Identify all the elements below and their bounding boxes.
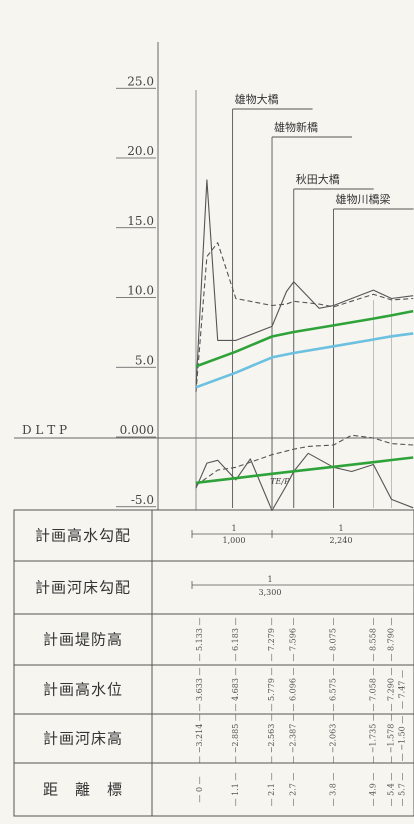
datum-label: D L T P <box>22 423 67 437</box>
table-cell-value: — −1.578 — <box>386 713 395 764</box>
table-cell-value: — 6.183 — <box>231 618 240 662</box>
table-cell-value: — 3.633 — <box>195 668 204 712</box>
table-cell-value: — 7.058 — <box>368 668 377 712</box>
table-cell-value: — −3.214 — <box>195 713 204 764</box>
slope-numerator: 1 <box>338 524 343 533</box>
table-cell-value: — 5.133 — <box>195 618 204 662</box>
table-row-label: 距 離 標 <box>43 781 123 799</box>
table-cell-value: — 0 — <box>195 776 204 802</box>
table-cell-value: — 5.4 — <box>386 773 395 807</box>
y-tick-label: 0.000 <box>120 423 154 437</box>
series-bed_deepest <box>195 452 414 512</box>
table-cell-value: — −1.735 — <box>368 713 377 764</box>
table-row-label: 計画河床勾配 <box>35 579 131 597</box>
axis-labels: 25.0 20.0 15.0 10.0 5.0 0.000 -5.0 D L T P <box>22 74 156 508</box>
table-cell-value: — 7.47 — <box>397 670 406 709</box>
table-cell-value: — 4.9 — <box>368 773 377 807</box>
table-cell-value: — 4.683 — <box>231 668 240 712</box>
y-tick-label: 10.0 <box>127 284 154 298</box>
bed-annotation: TE/P <box>270 477 290 486</box>
table-cell-value: — 8.790 — <box>386 618 395 662</box>
table-cell-value: — 7.290 — <box>386 668 395 712</box>
axes-layer <box>14 42 414 510</box>
series-planned_hwl <box>195 332 414 389</box>
y-tick-label: 25.0 <box>127 74 154 88</box>
table-cell-value: — 7.596 — <box>289 618 298 662</box>
profile-lines: TE/P <box>195 179 414 512</box>
table-cell-value: — −2.387 — <box>289 713 298 764</box>
table-row-label: 計画高水勾配 <box>35 527 131 545</box>
bridge-label: 秋田大橋 <box>296 172 340 186</box>
table-cell-value: — −2.563 — <box>267 713 276 764</box>
table-cell-value: — 8.075 — <box>329 618 338 662</box>
y-tick-label: 15.0 <box>127 214 154 228</box>
table-row-label: 計画高水位 <box>43 681 123 699</box>
table-cell-value: — −1.50 — <box>397 716 406 762</box>
table-cell-value: — 6.096 — <box>289 668 298 712</box>
table-row-label: 計画河床高 <box>43 730 123 748</box>
y-tick-label: -5.0 <box>131 493 154 507</box>
slope-denominator: 3,300 <box>259 588 282 597</box>
table-cell-value: — 8.558 — <box>368 618 377 662</box>
table-cell-value: — 3.8 — <box>329 773 338 807</box>
series-levee_left <box>195 179 414 388</box>
bridge-label: 雄物大橋 <box>235 92 279 106</box>
series-planned_bed <box>195 456 414 485</box>
series-planned_levee <box>195 309 414 368</box>
series-bed_average <box>195 434 414 486</box>
table-cell-value: — 2.7 — <box>289 773 298 807</box>
data-table: 計画高水勾配 1 1,000 1 2,240 計画河床勾配 1 3,300 計画堤防高 — 5.1… <box>13 509 414 817</box>
slope-denominator: 2,240 <box>330 536 353 545</box>
table-cell-value: — 2.1 — <box>267 773 276 807</box>
table-cell-value: — −2.063 — <box>329 713 338 764</box>
y-tick-label: 20.0 <box>127 144 154 158</box>
table-frame <box>13 509 414 817</box>
table-cell-value: — 6.575 — <box>329 668 338 712</box>
table-cell-value: — −2.885 — <box>231 713 240 764</box>
series-levee_right <box>195 242 414 393</box>
table-row-label: 計画堤防高 <box>43 631 123 649</box>
bridge-label: 雄物新橋 <box>274 120 318 134</box>
slope-numerator: 1 <box>231 524 236 533</box>
slope-numerator: 1 <box>267 575 272 584</box>
y-tick-label: 5.0 <box>135 353 154 367</box>
slope-denominator: 1,000 <box>223 536 246 545</box>
table-cell-value: — 5.7 — <box>397 773 406 807</box>
table-cell-value: — 1.1 — <box>231 773 240 807</box>
table-cell-value: — 7.279 — <box>267 618 276 662</box>
bridge-label: 雄物川橋梁 <box>336 192 391 206</box>
table-cell-value: — 5.779 — <box>267 668 276 712</box>
